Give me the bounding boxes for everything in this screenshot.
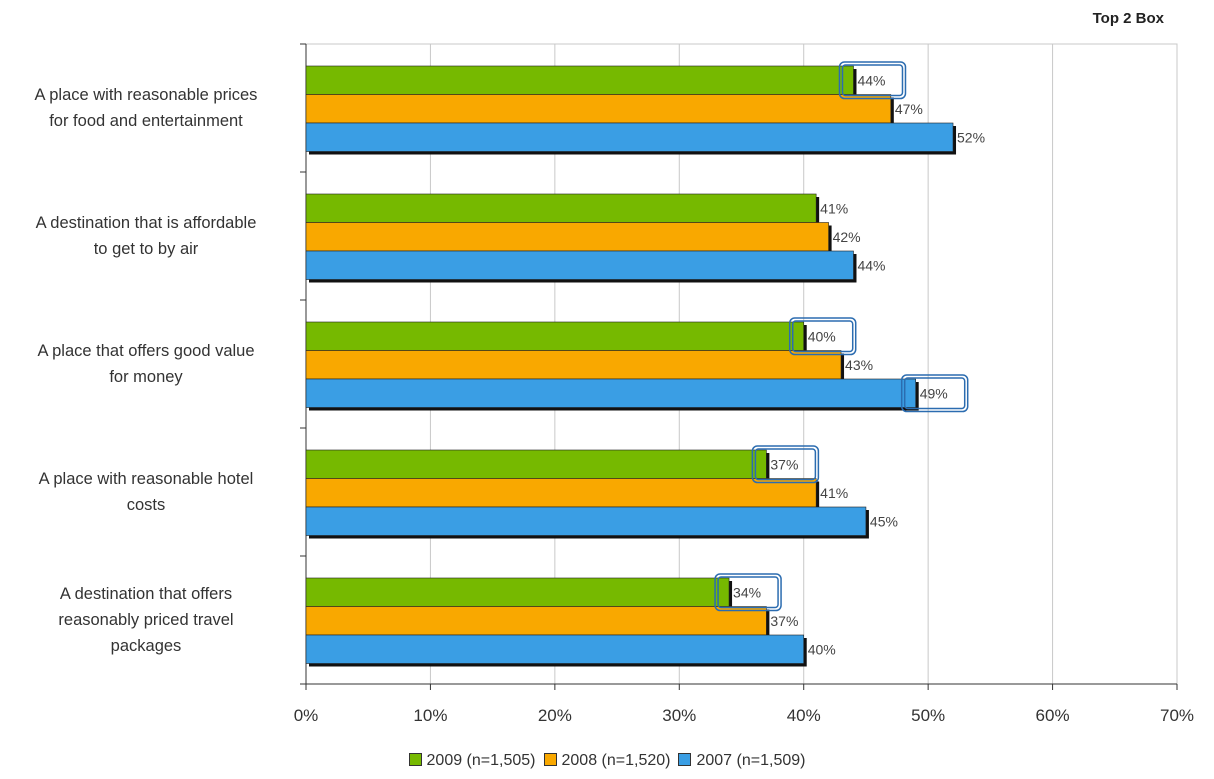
legend-label: 2008 (n=1,520) xyxy=(561,752,671,769)
legend-item: 2008 (n=1,520) xyxy=(543,752,671,770)
bar xyxy=(305,378,917,408)
bar xyxy=(305,122,954,152)
highlight-box-inner xyxy=(841,64,904,97)
category-label-line: A destination that is affordable xyxy=(35,214,257,232)
bar xyxy=(305,606,767,636)
plot-border xyxy=(306,43,1178,684)
category-label-line: costs xyxy=(126,496,166,514)
legend-swatch xyxy=(678,753,692,766)
highlight-box-outer xyxy=(751,445,820,484)
chart-corner-title: Top 2 Box xyxy=(1092,10,1164,27)
data-label: 40% xyxy=(808,328,836,344)
bar xyxy=(305,577,730,607)
category-label-line: A place with reasonable prices xyxy=(34,86,258,104)
data-label: 40% xyxy=(808,641,836,657)
legend-item: 2009 (n=1,505) xyxy=(408,752,536,770)
bar xyxy=(305,321,805,351)
legend-item: 2007 (n=1,509) xyxy=(678,752,805,770)
x-tick-label: 40% xyxy=(786,706,821,725)
data-label: 34% xyxy=(733,584,761,600)
bar xyxy=(305,506,867,536)
category-label-line: A destination that offers xyxy=(59,585,233,603)
bar xyxy=(305,449,767,479)
category-label: A destination that offers reasonably pric… xyxy=(0,581,292,659)
highlight-box-inner xyxy=(903,377,966,410)
legend-label: 2007 (n=1,509) xyxy=(696,752,806,769)
highlight-box-outer xyxy=(900,374,969,413)
data-label: 47% xyxy=(895,101,923,117)
highlight-box-inner xyxy=(791,320,854,353)
x-tick-label: 10% xyxy=(413,706,448,725)
data-label: 49% xyxy=(920,385,948,401)
x-tick-label: 0% xyxy=(293,706,319,725)
data-label: 41% xyxy=(820,200,848,216)
category-label-line: for food and entertainment xyxy=(49,112,243,130)
bar xyxy=(305,222,829,252)
data-label: 44% xyxy=(857,72,885,88)
bar xyxy=(305,478,817,508)
x-tick-label: 20% xyxy=(537,706,572,725)
category-label-line: to get to by air xyxy=(93,240,199,258)
highlight-box-outer xyxy=(714,573,782,612)
category-label-line: A place with reasonable hotel xyxy=(38,470,254,488)
highlight-box-inner xyxy=(754,448,817,481)
highlight-box-outer xyxy=(838,61,907,100)
data-label: 45% xyxy=(870,513,898,529)
bar xyxy=(305,65,854,95)
data-label: 42% xyxy=(833,229,861,245)
data-label: 37% xyxy=(770,456,798,472)
legend: 2009 (n=1,505) 2008 (n=1,520) 2007 (n=1,50… xyxy=(0,752,1214,770)
category-label-line: packages xyxy=(110,637,182,655)
category-label: A destination that is affordable to get t… xyxy=(0,210,292,262)
legend-swatch xyxy=(408,753,422,766)
category-label-line: A place that offers good value xyxy=(37,342,255,360)
highlight-box-inner xyxy=(717,576,779,609)
bar xyxy=(305,250,854,280)
data-label: 41% xyxy=(820,485,848,501)
bar xyxy=(305,634,805,664)
category-label: A place with reasonable prices for food a… xyxy=(0,82,292,134)
legend-swatch xyxy=(543,753,557,766)
x-tick-label: 30% xyxy=(662,706,697,725)
category-label-line: for money xyxy=(109,368,183,386)
bar xyxy=(305,193,817,223)
x-tick-label: 50% xyxy=(911,706,946,725)
data-label: 52% xyxy=(957,129,985,145)
legend-label: 2009 (n=1,505) xyxy=(426,752,536,769)
data-label: 44% xyxy=(857,257,885,273)
highlight-box-outer xyxy=(788,317,857,356)
data-label: 43% xyxy=(845,357,873,373)
bar xyxy=(305,94,892,124)
category-label-line: reasonably priced travel xyxy=(58,611,234,629)
bar xyxy=(305,350,842,380)
x-tick-label: 60% xyxy=(1035,706,1070,725)
category-label: A place that offers good value for money xyxy=(0,338,292,390)
x-tick-label: 70% xyxy=(1159,706,1195,725)
category-label: A place with reasonable hotel costs xyxy=(0,466,292,518)
data-label: 37% xyxy=(770,613,798,629)
